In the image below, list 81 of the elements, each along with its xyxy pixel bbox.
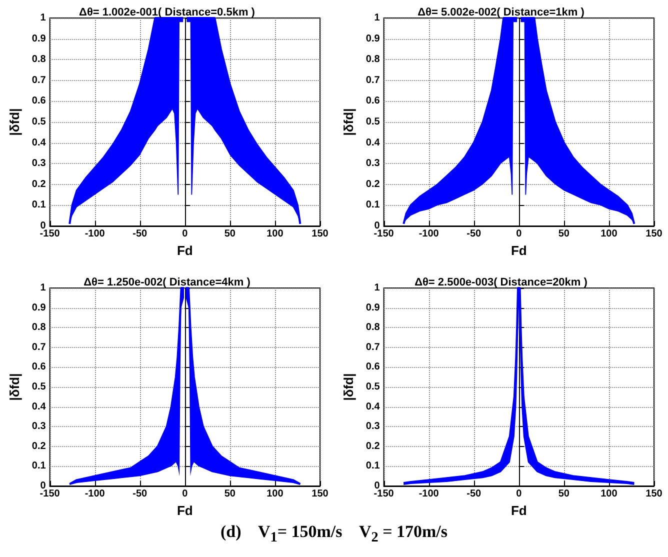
x-tick-label: 50 — [558, 228, 570, 240]
x-tick-label: -150 — [40, 488, 60, 500]
text: (d) V$_{1}$= 150m/s V$_{2}$ = 170m/s — [219, 522, 448, 546]
y-tick-label: 0.9 — [366, 302, 380, 314]
x-tick-label: 50 — [224, 228, 236, 240]
x-tick-label: -50 — [466, 228, 482, 240]
y-tick-label: 0.1 — [366, 460, 380, 472]
chart-title: Δθ= 5.002e-002( Distance=1km ) — [418, 6, 585, 18]
chart-title: Δθ= 1.250e-002( Distance=4km ) — [84, 276, 251, 288]
y-tick-label: 0.9 — [32, 33, 46, 44]
x-tick-label: 0 — [182, 488, 188, 500]
x-tick-label: -100 — [418, 228, 440, 240]
y-tick-label: 0.6 — [366, 96, 380, 107]
y-tick-label: 0.7 — [32, 74, 46, 86]
y-tick-label: 0.4 — [366, 401, 380, 412]
y-tick-label: 0.2 — [366, 440, 380, 452]
y-tick-label: 0.8 — [366, 54, 380, 66]
y-axis-title: |δfd| — [7, 108, 22, 136]
x-tick-label: 0 — [182, 228, 188, 240]
y-tick-label: 0.4 — [32, 137, 46, 148]
y-tick-label: 0.2 — [366, 178, 380, 190]
y-tick-label: 0.7 — [366, 74, 380, 86]
y-tick-label: 0.8 — [32, 54, 46, 66]
y-tick-label: 0.7 — [366, 342, 380, 353]
x-axis-title: Fd — [176, 242, 193, 258]
x-tick-label: 150 — [312, 228, 329, 240]
y-tick-label: 0.8 — [32, 322, 46, 334]
y-tick-label: 0.6 — [32, 96, 46, 107]
x-axis-title: Fd — [510, 242, 527, 258]
y-tick-label: 0.4 — [366, 137, 380, 148]
y-tick-label: 0.3 — [366, 421, 380, 432]
y-tick-label: 1 — [374, 12, 380, 24]
y-tick-label: 0.7 — [32, 342, 46, 353]
y-tick-label: 0.3 — [366, 158, 380, 170]
x-tick-label: 100 — [600, 488, 618, 500]
x-tick-label: -150 — [40, 228, 60, 240]
chart-title: Δθ= 2.500e-003( Distance=20km ) — [414, 276, 588, 288]
y-tick-label: 1 — [374, 282, 380, 294]
x-tick-label: 0 — [516, 488, 522, 500]
y-tick-label: 0.8 — [366, 322, 380, 334]
y-tick-label: 0.6 — [32, 362, 46, 373]
y-tick-label: 1 — [40, 12, 46, 24]
x-tick-label: -50 — [132, 488, 148, 500]
x-tick-label: -150 — [374, 488, 394, 500]
y-tick-label: 0.6 — [366, 362, 380, 373]
y-tick-label: 0.5 — [366, 116, 380, 128]
x-tick-label: -50 — [466, 488, 482, 500]
x-tick-label: -100 — [418, 488, 440, 500]
y-tick-label: 0.1 — [32, 200, 46, 211]
x-axis-title: Fd — [510, 502, 527, 518]
y-tick-label: 0.2 — [32, 440, 46, 452]
y-tick-label: 0.3 — [32, 421, 46, 432]
x-tick-label: -100 — [84, 488, 106, 500]
y-tick-label: 0.1 — [366, 200, 380, 211]
x-tick-label: -100 — [84, 228, 106, 240]
x-tick-label: 0 — [516, 228, 522, 240]
chart-title: Δθ= 1.002e-001( Distance=0.5km ) — [79, 6, 256, 18]
y-tick-label: 0.4 — [32, 401, 46, 412]
x-tick-label: -150 — [374, 228, 394, 240]
y-tick-label: 0.3 — [32, 158, 46, 170]
y-tick-label: 0.2 — [32, 178, 46, 190]
y-tick-label: 0.9 — [32, 302, 46, 314]
y-tick-label: 0.5 — [366, 382, 380, 392]
y-tick-label: 1 — [40, 282, 46, 294]
y-tick-label: 0.5 — [32, 382, 46, 392]
y-axis-title: |δfd| — [341, 108, 356, 136]
x-tick-label: -50 — [132, 228, 148, 240]
x-tick-label: 100 — [600, 228, 618, 240]
x-tick-label: 100 — [266, 228, 284, 240]
x-axis-title: Fd — [176, 502, 193, 518]
x-tick-label: 150 — [646, 228, 663, 240]
y-axis-title: |δfd| — [7, 373, 22, 401]
y-tick-label: 0.1 — [32, 460, 46, 472]
y-tick-label: 0.5 — [32, 116, 46, 128]
x-tick-label: 100 — [266, 488, 284, 500]
x-tick-label: 150 — [312, 488, 329, 500]
y-tick-label: 0.9 — [366, 33, 380, 44]
y-axis-title: |δfd| — [341, 373, 356, 401]
x-tick-label: 150 — [646, 488, 663, 500]
x-tick-label: 50 — [558, 488, 570, 500]
x-tick-label: 50 — [224, 488, 236, 500]
